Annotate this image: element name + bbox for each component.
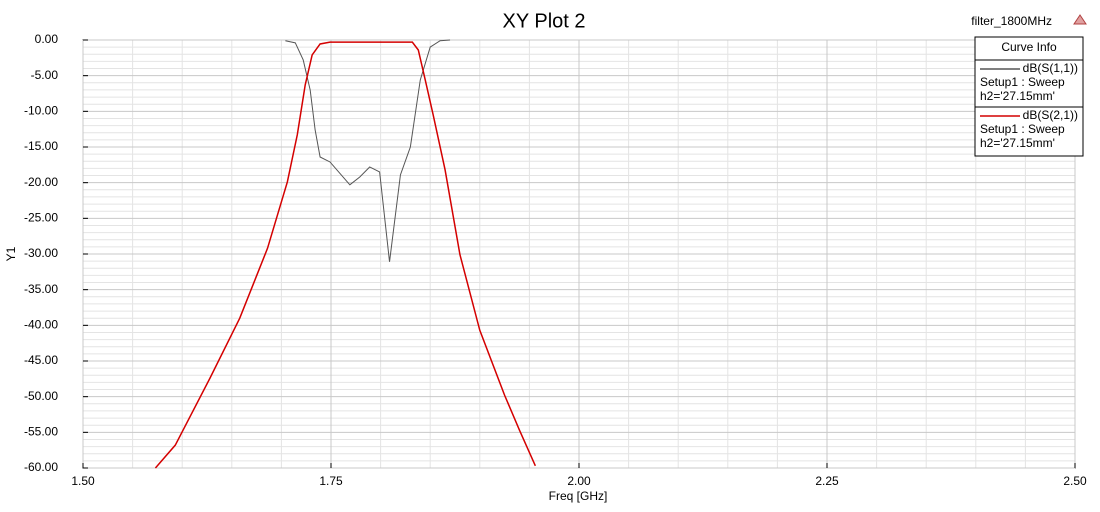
legend-title: Curve Info [1001, 40, 1057, 54]
y-tick-label: -50.00 [24, 389, 58, 403]
legend-label: dB(S(1,1)) [1023, 61, 1078, 75]
x-tick-label: 2.00 [567, 474, 591, 488]
x-tick-label: 2.25 [815, 474, 839, 488]
y-tick-label: -45.00 [24, 353, 58, 367]
y-tick-label: -25.00 [24, 211, 58, 225]
x-tick-label: 2.50 [1063, 474, 1087, 488]
y-tick-label: -40.00 [24, 318, 58, 332]
x-axis-label: Freq [GHz] [549, 489, 608, 503]
legend-setup: Setup1 : Sweep [980, 122, 1065, 136]
series-line [154, 41, 537, 469]
y-tick-label: -55.00 [24, 425, 58, 439]
design-name: filter_1800MHz [971, 14, 1052, 28]
series-line [285, 39, 451, 262]
grid [82, 39, 1076, 469]
y-tick-label: -5.00 [31, 68, 59, 82]
y-tick-label: -10.00 [24, 104, 58, 118]
y-tick-label: -20.00 [24, 175, 58, 189]
x-tick-label: 1.75 [319, 474, 343, 488]
y-tick-label: -60.00 [24, 460, 58, 474]
legend-box [974, 36, 1084, 157]
y-tick-label: 0.00 [35, 32, 59, 46]
legend: Curve Info dB(S(1,1))Setup1 : Sweeph2='2… [974, 36, 1084, 157]
legend-variation: h2='27.15mm' [980, 136, 1055, 150]
y-tick-label: -30.00 [24, 246, 58, 260]
legend-variation: h2='27.15mm' [980, 89, 1055, 103]
y-tick-label: -15.00 [24, 139, 58, 153]
y-axis-label: Y1 [4, 246, 18, 261]
x-tick-label: 1.50 [71, 474, 95, 488]
y-tick-label: -35.00 [24, 282, 58, 296]
legend-label: dB(S(2,1)) [1023, 108, 1078, 122]
legend-setup: Setup1 : Sweep [980, 75, 1065, 89]
chart-title: XY Plot 2 [502, 10, 585, 32]
warning-icon[interactable] [1073, 14, 1087, 25]
